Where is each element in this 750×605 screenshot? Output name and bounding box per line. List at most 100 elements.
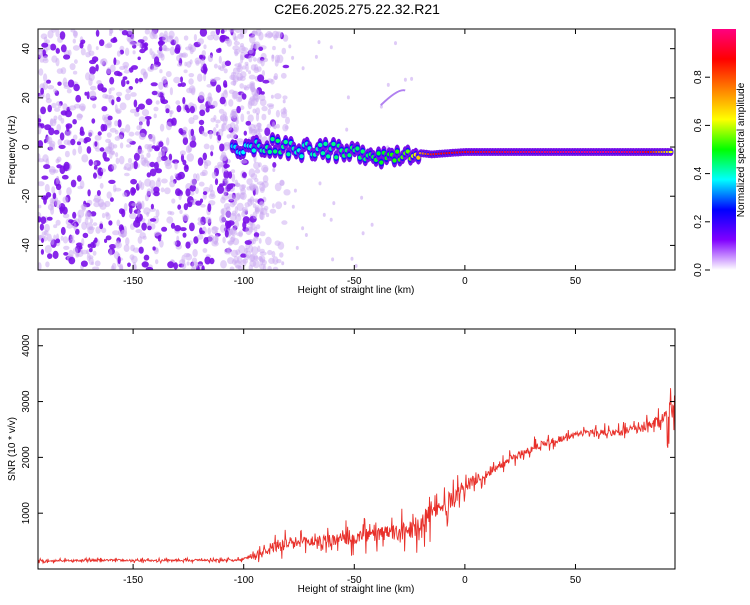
noise-speckle <box>73 83 80 92</box>
noise-speckle <box>201 169 208 176</box>
noise-speckle <box>188 73 195 78</box>
y-tick-label: 20 <box>21 92 32 104</box>
noise-speckle <box>108 220 113 226</box>
noise-speckle <box>105 235 112 241</box>
noise-speckle <box>62 103 68 111</box>
noise-speckle <box>301 226 305 231</box>
noise-speckle <box>265 31 273 39</box>
noise-speckle <box>246 110 250 115</box>
noise-speckle <box>160 99 169 105</box>
noise-speckle <box>73 222 77 232</box>
signal-core <box>355 146 360 151</box>
noise-speckle <box>261 70 265 77</box>
noise-speckle <box>166 35 173 43</box>
noise-speckle <box>117 119 122 128</box>
noise-speckle <box>192 248 198 258</box>
noise-speckle <box>174 225 182 232</box>
noise-speckle <box>94 134 102 141</box>
noise-speckle <box>86 146 92 154</box>
noise-speckle <box>203 132 208 137</box>
noise-speckle <box>124 163 132 171</box>
noise-speckle <box>209 144 215 151</box>
noise-speckle <box>149 161 156 168</box>
noise-speckle <box>133 160 138 170</box>
noise-speckle <box>164 159 173 165</box>
noise-speckle <box>171 198 176 204</box>
noise-speckle <box>44 183 50 193</box>
noise-speckle <box>189 222 195 232</box>
noise-speckle <box>229 236 235 243</box>
noise-speckle <box>204 216 212 224</box>
noise-speckle <box>51 186 56 194</box>
y-tick-label: 1000 <box>21 502 32 525</box>
noise-speckle <box>79 130 85 136</box>
signal-core <box>379 160 384 165</box>
noise-speckle <box>304 233 308 237</box>
noise-speckle <box>233 41 240 46</box>
noise-speckle <box>134 131 140 136</box>
noise-speckle <box>38 140 44 148</box>
noise-speckle <box>88 159 94 167</box>
noise-speckle <box>232 45 240 51</box>
noise-speckle <box>124 93 131 101</box>
noise-speckle <box>62 206 68 215</box>
noise-speckle <box>174 173 178 177</box>
noise-speckle <box>74 59 78 64</box>
noise-speckle <box>93 172 97 179</box>
noise-speckle <box>168 153 173 161</box>
noise-speckle <box>153 33 158 40</box>
noise-speckle <box>76 141 82 146</box>
noise-speckle <box>193 236 199 244</box>
noise-speckle <box>79 245 83 250</box>
noise-speckle <box>198 91 205 100</box>
noise-speckle <box>169 46 176 56</box>
noise-speckle <box>114 136 121 141</box>
noise-speckle <box>182 133 188 139</box>
noise-speckle <box>175 188 182 197</box>
noise-speckle <box>171 117 177 126</box>
noise-speckle <box>248 168 256 178</box>
noise-speckle <box>124 172 130 177</box>
noise-speckle <box>127 29 134 35</box>
noise-speckle <box>264 33 268 38</box>
noise-speckle <box>223 203 231 209</box>
noise-speckle <box>231 110 235 117</box>
snr-y-axis-label: SNR (10 * v/v) <box>7 417 18 481</box>
noise-speckle <box>59 31 66 40</box>
noise-speckle <box>158 81 164 90</box>
noise-speckle <box>114 241 122 249</box>
noise-speckle <box>96 190 101 196</box>
noise-speckle <box>158 49 163 57</box>
noise-speckle <box>270 94 274 99</box>
noise-speckle <box>182 97 186 105</box>
noise-speckle <box>161 178 168 184</box>
noise-speckle <box>155 100 160 105</box>
noise-speckle <box>89 90 97 99</box>
noise-speckle <box>63 85 71 89</box>
noise-speckle <box>189 184 197 192</box>
noise-speckle <box>86 91 90 100</box>
x-tick-label: -100 <box>234 575 254 586</box>
noise-speckle <box>259 201 264 207</box>
noise-speckle <box>259 187 265 193</box>
noise-speckle <box>220 260 227 269</box>
noise-speckle <box>230 249 239 258</box>
noise-speckle <box>248 70 251 75</box>
y-tick-label: 3000 <box>21 390 32 413</box>
noise-speckle <box>139 121 143 131</box>
noise-speckle <box>107 115 113 121</box>
noise-speckle <box>211 171 217 179</box>
signal-core <box>360 149 365 154</box>
noise-speckle <box>250 87 256 93</box>
noise-speckle <box>199 109 206 117</box>
x-tick-label: -150 <box>123 276 143 287</box>
signal-core <box>334 155 339 160</box>
noise-speckle <box>185 145 192 154</box>
noise-speckle <box>182 232 187 238</box>
noise-speckle <box>76 113 83 121</box>
noise-speckle <box>202 248 208 253</box>
noise-speckle <box>130 178 138 185</box>
noise-speckle <box>47 253 53 259</box>
colorbar-tick-label: 0.6 <box>693 118 704 132</box>
